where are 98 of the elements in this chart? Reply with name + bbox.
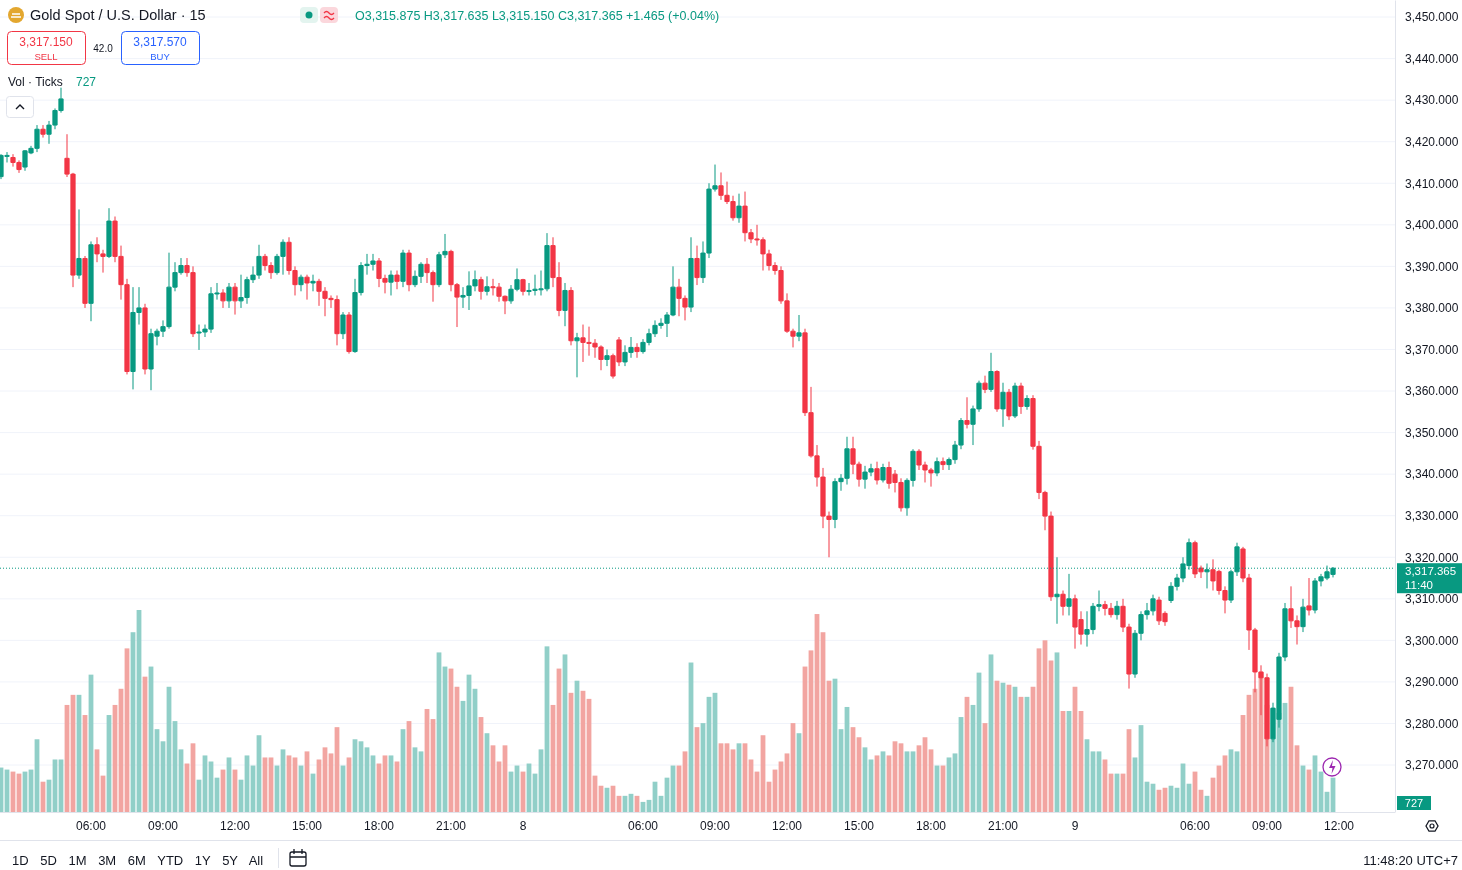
x-tick-label: 06:00 <box>627 818 659 833</box>
candlestick <box>694 245 700 286</box>
x-tick-label: 12:00 <box>1323 818 1355 833</box>
candlestick <box>1114 600 1120 621</box>
candlestick <box>880 463 886 483</box>
candlestick <box>934 457 940 477</box>
text: 727 <box>1404 797 1424 809</box>
annotation: O3,315.875 H3,317.635 L3,315.150 C3,317.365 +1.465 (+0.04%) <box>355 9 720 23</box>
candlestick <box>220 288 226 309</box>
x-tick-label: 18:00 <box>915 818 947 833</box>
candlestick <box>478 276 484 301</box>
candlestick <box>1060 590 1066 616</box>
candlestick <box>520 278 526 296</box>
y-tick-label: 3,380.000 <box>1405 301 1459 316</box>
candlestick <box>988 352 994 393</box>
y-tick-label: 3,370.000 <box>1405 342 1459 357</box>
y-tick-label: 3,300.000 <box>1405 633 1459 648</box>
y-tick-label: 3,340.000 <box>1405 467 1459 482</box>
candlestick <box>1006 388 1012 421</box>
annotation: 3,317.150 <box>19 35 74 49</box>
y-tick-label: 3,410.000 <box>1405 176 1459 191</box>
candlestick <box>76 208 82 280</box>
text: Gold Spot / U.S. Dollar · 15 <box>30 7 206 23</box>
candlestick <box>232 282 238 316</box>
text: 11:48:20 UTC+7 <box>1363 853 1458 868</box>
candlestick <box>568 286 574 346</box>
candlestick <box>484 275 490 296</box>
y-tick-label: 3,280.000 <box>1405 716 1459 731</box>
annotation: SELL <box>34 51 58 62</box>
y-tick-label: 3,430.000 <box>1405 93 1459 108</box>
x-tick-label: 09:00 <box>1251 818 1283 833</box>
candlestick <box>874 461 880 486</box>
y-tick-label: 3,360.000 <box>1405 384 1459 399</box>
x-tick-label: 09:00 <box>147 818 179 833</box>
candlestick <box>310 274 316 292</box>
candlestick <box>994 369 1000 413</box>
y-tick-label: 3,330.000 <box>1405 509 1459 524</box>
candlestick <box>88 240 94 322</box>
x-tick-label: 18:00 <box>363 818 395 833</box>
y-tick-label: 3,450.000 <box>1405 10 1459 25</box>
candlestick <box>1024 394 1030 411</box>
annotation: 727 <box>76 75 97 89</box>
x-tick-label: 06:00 <box>75 818 107 833</box>
candlestick <box>142 303 148 375</box>
annotation: 42.0 <box>93 43 114 54</box>
candlestick <box>106 207 112 259</box>
candlestick <box>298 274 304 292</box>
x-tick-label: 09:00 <box>699 818 731 833</box>
candlestick <box>406 249 412 292</box>
candlestick <box>40 124 46 139</box>
x-tick-label: 15:00 <box>291 818 323 833</box>
candlestick <box>940 457 946 471</box>
candlestick <box>1066 573 1072 616</box>
candlestick <box>562 282 568 327</box>
candlestick <box>346 311 352 355</box>
candlestick <box>604 348 610 367</box>
y-tick-label: 3,400.000 <box>1405 218 1459 233</box>
candlestick <box>304 274 310 301</box>
chart-title: Vol · Ticks <box>8 75 63 89</box>
text: 11:40 <box>1405 579 1433 592</box>
y-tick-label: 3,290.000 <box>1405 675 1459 690</box>
annotation: BUY <box>150 51 171 62</box>
candlestick <box>388 270 394 296</box>
y-tick-label: 3,390.000 <box>1405 259 1459 274</box>
x-tick-label: 8 <box>519 818 527 833</box>
candlestick <box>796 314 802 342</box>
x-tick-label: 12:00 <box>771 818 803 833</box>
y-tick-label: 3,420.000 <box>1405 135 1459 150</box>
y-tick-label: 3,320.000 <box>1405 550 1459 565</box>
x-tick-label: 12:00 <box>219 818 251 833</box>
candlestick <box>82 255 88 309</box>
candlestick <box>1300 598 1306 633</box>
x-tick-label: 21:00 <box>987 818 1019 833</box>
x-tick-label: 15:00 <box>843 818 875 833</box>
candlestick <box>1306 577 1312 616</box>
candlestick <box>964 396 970 429</box>
candlestick <box>1012 382 1018 419</box>
x-tick-label: 9 <box>1071 818 1079 833</box>
candlestick <box>394 270 400 290</box>
x-tick-label: 06:00 <box>1179 818 1211 833</box>
candlestick <box>736 193 742 224</box>
candlestick <box>688 236 694 313</box>
candlestick <box>1018 382 1024 415</box>
annotation: 3,317.570 <box>133 35 188 49</box>
y-tick-label: 3,440.000 <box>1405 51 1459 66</box>
candlestick <box>340 311 346 340</box>
candlestick <box>574 332 580 378</box>
x-tick-label: 21:00 <box>435 818 467 833</box>
candlestick <box>1000 382 1006 428</box>
candlestick <box>634 342 640 359</box>
candlestick <box>982 375 988 394</box>
y-tick-label: 3,350.000 <box>1405 425 1459 440</box>
y-tick-label: 3,270.000 <box>1405 758 1459 773</box>
candlestick <box>400 249 406 288</box>
ref-line-label: 3,317.365 <box>1405 565 1457 578</box>
text: 1D 5D 1M 3M 6M YTD 1Y 5Y All <box>12 853 264 868</box>
y-tick-label: 3,310.000 <box>1405 592 1459 607</box>
candlestick <box>226 282 232 309</box>
